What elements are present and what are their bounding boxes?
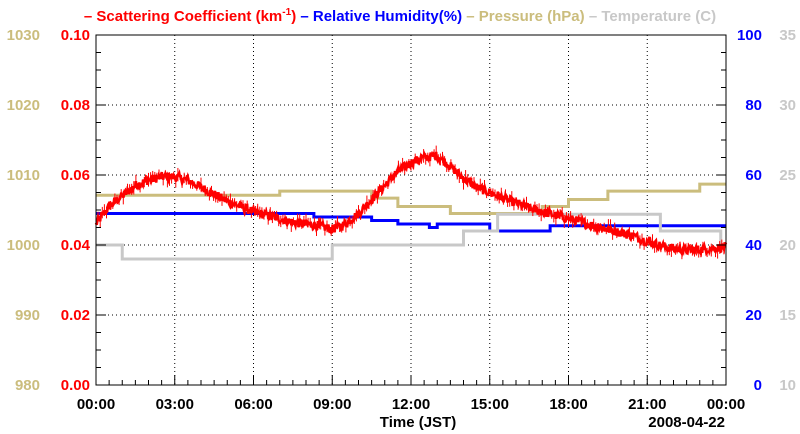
temperature-tick-label: 35 bbox=[779, 27, 796, 44]
legend-marker: – bbox=[84, 8, 97, 25]
legend-text: – Scattering Coefficient (km-1) – Relati… bbox=[84, 7, 716, 25]
scattering-tick-label: 0.02 bbox=[61, 307, 90, 324]
legend-marker: – bbox=[585, 8, 602, 25]
pressure-tick-label: 1000 bbox=[7, 237, 40, 254]
humidity-tick-label: 40 bbox=[745, 237, 762, 254]
axes-layer: 0.000.020.040.060.080.109809901000101010… bbox=[7, 27, 796, 413]
x-tick-label: 12:00 bbox=[392, 396, 430, 413]
humidity-tick-label: 0 bbox=[754, 377, 762, 394]
legend-label: Pressure (hPa) bbox=[479, 8, 585, 25]
series-layer bbox=[96, 146, 726, 260]
pressure-tick-label: 980 bbox=[15, 377, 40, 394]
x-tick-label: 00:00 bbox=[77, 396, 115, 413]
pressure-tick-label: 1010 bbox=[7, 167, 40, 184]
temperature-tick-label: 10 bbox=[779, 377, 796, 394]
x-tick-label: 21:00 bbox=[628, 396, 666, 413]
scattering-error-bars bbox=[96, 146, 726, 260]
x-tick-label: 03:00 bbox=[156, 396, 194, 413]
pressure-tick-label: 990 bbox=[15, 307, 40, 324]
temperature-tick-label: 25 bbox=[779, 167, 796, 184]
scattering-tick-label: 0.04 bbox=[61, 237, 91, 254]
chart: 0.000.020.040.060.080.109809901000101010… bbox=[0, 0, 800, 434]
x-tick-label: 18:00 bbox=[549, 396, 587, 413]
scattering-tick-label: 0.10 bbox=[61, 27, 90, 44]
legend-marker: – bbox=[296, 8, 313, 25]
temperature-tick-label: 30 bbox=[779, 97, 796, 114]
scattering-tick-label: 0.06 bbox=[61, 167, 90, 184]
scattering-tick-label: 0.08 bbox=[61, 97, 90, 114]
series-line-relative-humidity bbox=[96, 214, 726, 232]
date-label: 2008-04-22 bbox=[648, 414, 725, 431]
pressure-tick-label: 1030 bbox=[7, 27, 40, 44]
humidity-tick-label: 80 bbox=[745, 97, 762, 114]
legend-label: Temperature (C) bbox=[601, 8, 716, 25]
humidity-tick-label: 60 bbox=[745, 167, 762, 184]
legend: – Scattering Coefficient (km-1) – Relati… bbox=[84, 7, 716, 25]
humidity-tick-label: 20 bbox=[745, 307, 762, 324]
temperature-tick-label: 15 bbox=[779, 307, 796, 324]
grid-lines bbox=[96, 35, 726, 385]
x-axis-title: Time (JST) bbox=[380, 414, 456, 431]
legend-marker: – bbox=[462, 8, 479, 25]
scattering-tick-label: 0.00 bbox=[61, 377, 90, 394]
legend-label: Relative Humidity(%) bbox=[313, 8, 462, 25]
x-tick-label: 06:00 bbox=[234, 396, 272, 413]
humidity-tick-label: 100 bbox=[737, 27, 762, 44]
x-tick-label: 09:00 bbox=[313, 396, 351, 413]
temperature-tick-label: 20 bbox=[779, 237, 796, 254]
legend-label: Scattering Coefficient (km bbox=[96, 8, 282, 25]
x-tick-label: 00:00 bbox=[707, 396, 745, 413]
x-tick-label: 15:00 bbox=[471, 396, 509, 413]
pressure-tick-label: 1020 bbox=[7, 97, 40, 114]
